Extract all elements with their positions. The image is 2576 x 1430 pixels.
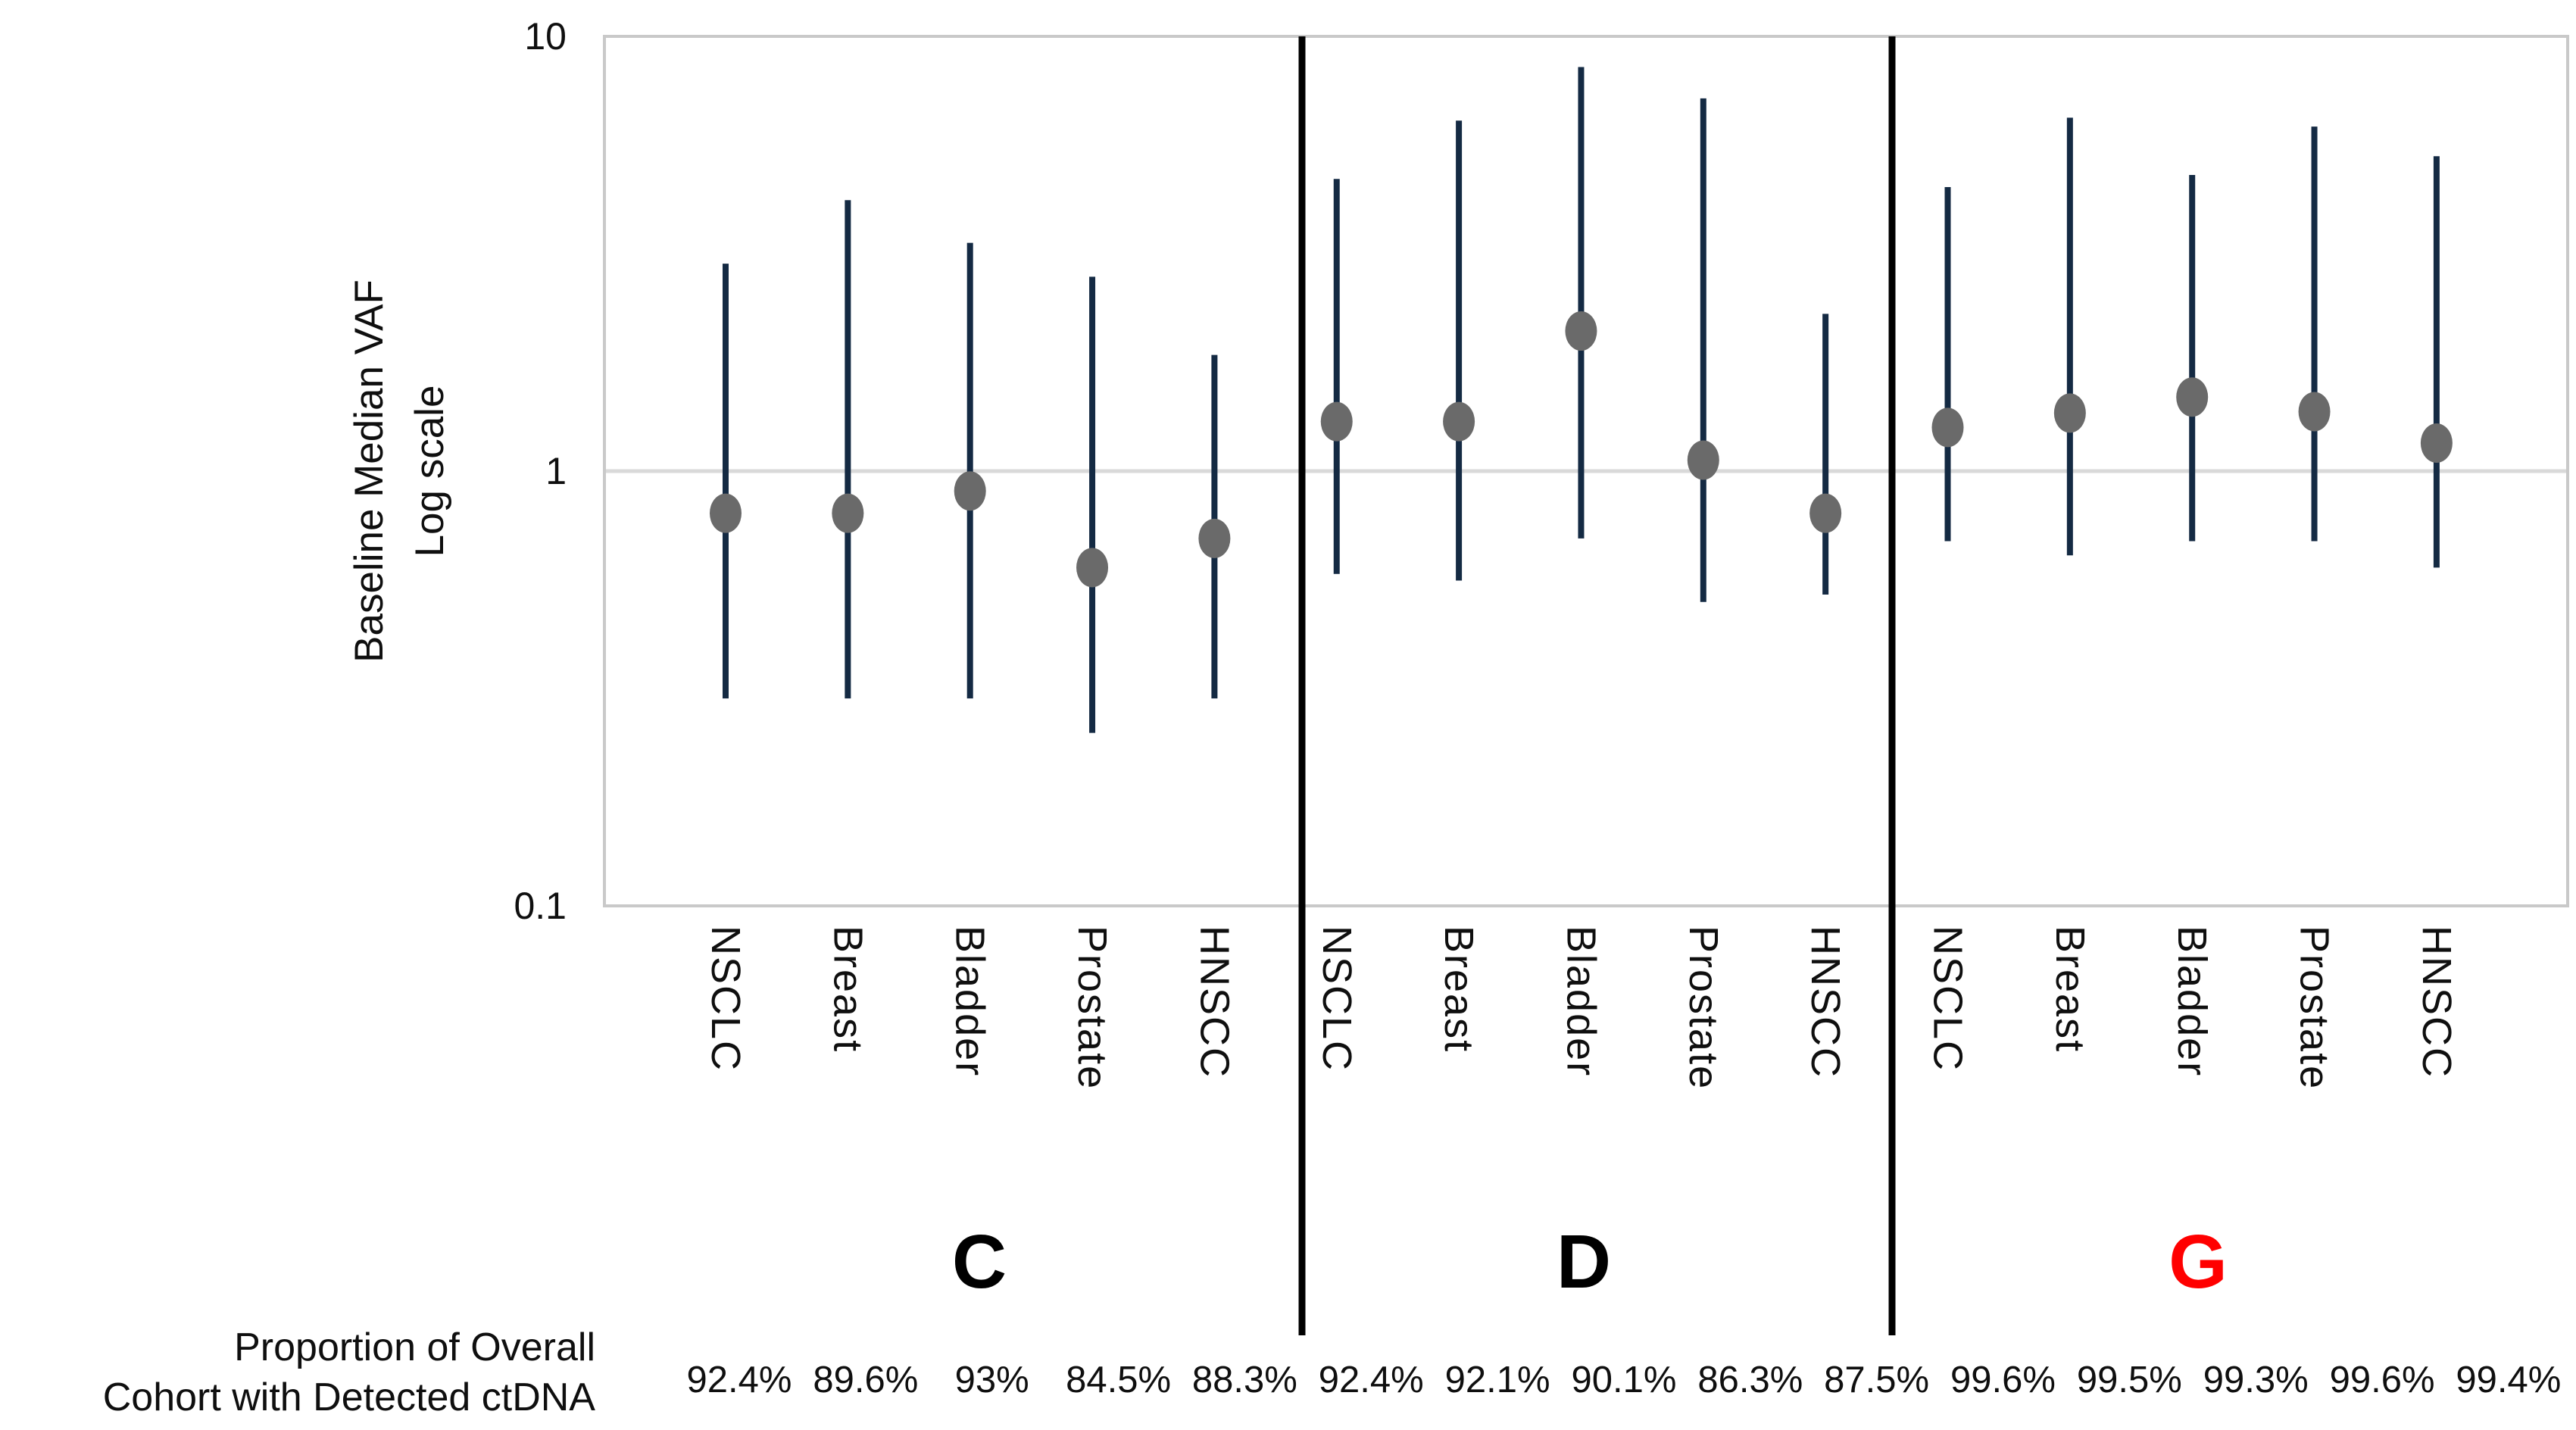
median-dot-C-Breast — [832, 493, 864, 533]
x-tick-label-D-Bladder: Bladder — [1558, 926, 1604, 1078]
median-dot-D-HNSCC — [1809, 493, 1842, 533]
footer-annotation-line1: Proportion of Overall — [234, 1325, 595, 1369]
median-dot-G-Prostate — [2298, 392, 2331, 432]
median-dot-D-Breast — [1443, 401, 1475, 442]
x-tick-label-C-Prostate: Prostate — [1069, 926, 1116, 1091]
median-dot-C-HNSCC — [1198, 518, 1231, 558]
footer-annotation: Proportion of Overall Cohort with Detect… — [21, 1322, 595, 1422]
x-tick-label-G-NSCLC: NSCLC — [1925, 926, 1971, 1072]
x-tick-label-G-Bladder: Bladder — [2169, 926, 2215, 1078]
detected-pct-C-Prostate: 84.5% — [1066, 1360, 1172, 1400]
median-dot-G-Breast — [2053, 393, 2086, 433]
detected-pct-G-NSCLC: 99.6% — [1950, 1360, 2056, 1400]
y-tick-10: 10 — [524, 15, 567, 58]
x-tick-label-G-HNSCC: HNSCC — [2413, 926, 2459, 1079]
x-tick-label-D-Breast: Breast — [1436, 926, 1482, 1054]
group-label-g: G — [2169, 1219, 2228, 1304]
median-dot-D-NSCLC — [1320, 401, 1353, 442]
y-axis-title: Baseline Median VAF Log scale — [339, 0, 461, 1001]
median-dot-G-Bladder — [2176, 377, 2209, 417]
detected-pct-C-HNSCC: 88.3% — [1191, 1360, 1297, 1400]
x-tick-label-G-Prostate: Prostate — [2291, 926, 2337, 1091]
y-axis-title-line2: Log scale — [407, 385, 452, 557]
x-tick-label-C-Bladder: Bladder — [947, 926, 993, 1078]
detected-pct-D-NSCLC: 92.4% — [1318, 1360, 1424, 1400]
median-dot-D-Prostate — [1687, 440, 1719, 480]
detected-pct-G-Prostate: 99.6% — [2329, 1360, 2435, 1400]
detected-pct-C-NSCLC: 92.4% — [686, 1360, 792, 1400]
median-dot-C-Bladder — [954, 471, 986, 511]
detected-pct-G-Bladder: 99.3% — [2203, 1360, 2309, 1400]
detected-pct-C-Bladder: 93% — [954, 1360, 1029, 1400]
x-tick-label-C-Breast: Breast — [825, 926, 871, 1054]
x-tick-label-D-Prostate: Prostate — [1680, 926, 1726, 1091]
x-tick-label-D-HNSCC: HNSCC — [1803, 926, 1849, 1079]
x-tick-label-C-NSCLC: NSCLC — [703, 926, 748, 1072]
detected-pct-G-Breast: 99.5% — [2076, 1360, 2182, 1400]
detected-pct-D-HNSCC: 87.5% — [1824, 1360, 1930, 1400]
detected-pct-D-Bladder: 90.1% — [1571, 1360, 1677, 1400]
x-tick-label-G-Breast: Breast — [2047, 926, 2093, 1054]
group-label-c: C — [951, 1219, 1007, 1304]
y-tick-1: 1 — [545, 450, 567, 492]
detected-pct-D-Breast: 92.1% — [1444, 1360, 1550, 1400]
median-dot-C-NSCLC — [710, 493, 742, 533]
median-dot-G-HNSCC — [2420, 423, 2453, 464]
group-label-d: D — [1556, 1219, 1612, 1304]
detected-pct-G-HNSCC: 99.4% — [2456, 1360, 2562, 1400]
median-dot-C-Prostate — [1076, 548, 1109, 588]
x-tick-label-D-NSCLC: NSCLC — [1313, 926, 1360, 1072]
detected-pct-D-Prostate: 86.3% — [1697, 1360, 1803, 1400]
footer-annotation-line2: Cohort with Detected ctDNA — [102, 1375, 595, 1419]
detected-pct-C-Breast: 89.6% — [813, 1360, 919, 1400]
x-tick-label-C-HNSCC: HNSCC — [1191, 926, 1238, 1079]
median-dot-D-Bladder — [1565, 311, 1597, 351]
median-dot-G-NSCLC — [1931, 407, 1964, 448]
plot-border — [603, 35, 2569, 907]
y-tick-0-1: 0.1 — [514, 885, 567, 927]
y-axis-title-line1: Baseline Median VAF — [347, 279, 392, 663]
